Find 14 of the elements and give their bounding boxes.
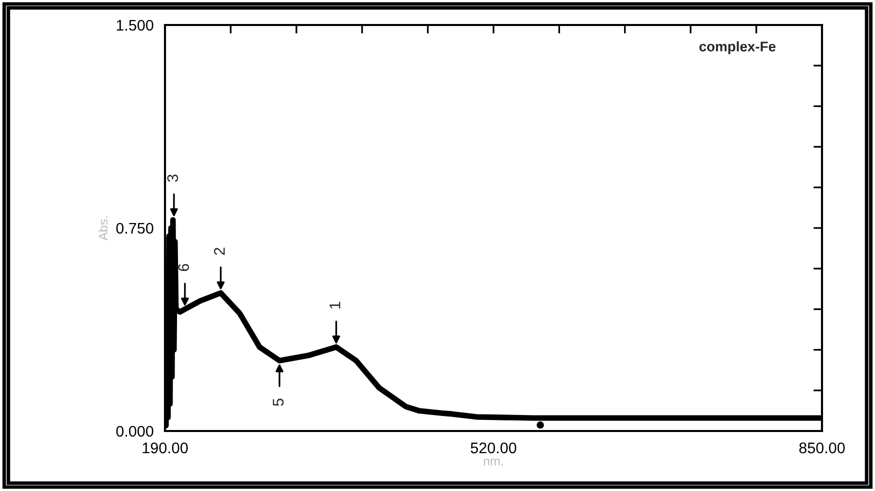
annotation: 3 <box>167 174 178 182</box>
annotation: 5 <box>272 398 284 406</box>
annotation: 2 <box>214 248 225 255</box>
y-tick-label: 0.750 <box>116 222 154 234</box>
annotation: 6 <box>178 264 190 272</box>
y-tick-label: 1.500 <box>116 20 154 31</box>
x-tick-label: 190.00 <box>142 442 188 454</box>
x-tick-label: 850.00 <box>799 442 845 454</box>
y-axis-title: Abs. <box>98 216 108 240</box>
x-tick-label: 520.00 <box>470 442 516 454</box>
annotation: complex-Fe <box>699 41 776 54</box>
x-axis-title: nm. <box>484 458 503 466</box>
y-tick-label: 0.000 <box>116 426 154 437</box>
annotation: 1 <box>330 302 340 309</box>
